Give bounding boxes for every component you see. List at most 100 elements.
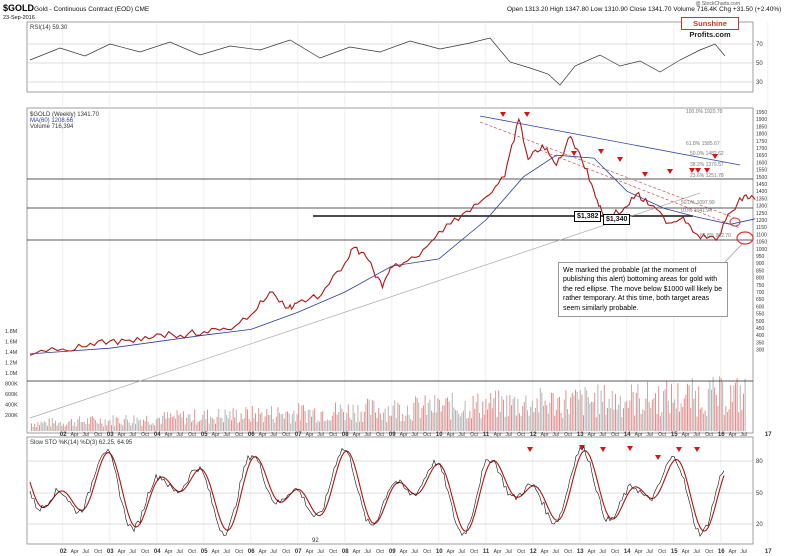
volume-bar <box>138 420 140 431</box>
x-tick-month: Apr <box>682 432 690 438</box>
x-tick-month: Oct <box>517 432 525 438</box>
price-tick: 1600 <box>756 160 767 166</box>
x-tick-month: Jul <box>364 549 370 555</box>
volume-bar <box>66 424 68 431</box>
volume-bar <box>186 417 188 431</box>
volume-bar <box>343 411 344 431</box>
volume-bar <box>434 395 436 431</box>
volume-bar <box>661 412 663 431</box>
x-tick-year: 02 <box>60 549 67 555</box>
gold-price-line <box>29 117 756 356</box>
volume-bar <box>357 405 359 431</box>
volume-bar <box>483 414 485 431</box>
volume-bar <box>391 415 392 431</box>
volume-bar <box>471 418 472 431</box>
volume-bar <box>115 417 117 431</box>
volume-bar <box>552 393 554 431</box>
volume-bar <box>443 405 445 431</box>
volume-bar <box>167 412 168 431</box>
volume-bar <box>698 386 700 431</box>
volume-bar <box>415 396 416 431</box>
volume-bar <box>399 404 400 431</box>
volume-bar <box>495 390 496 431</box>
volume-bar <box>211 417 213 431</box>
price-tick: 1800 <box>756 132 767 138</box>
volume-bar <box>199 421 200 431</box>
volume-bar <box>83 421 85 431</box>
volume-bar <box>237 422 239 431</box>
volume-bar <box>491 408 493 431</box>
x-tick-month: Jul <box>129 549 135 555</box>
x-tick-month: Jul <box>505 432 511 438</box>
stoch-arrow <box>600 447 606 452</box>
volume-bar <box>733 385 735 431</box>
volume-bar <box>450 419 452 431</box>
volume-bar <box>659 416 661 431</box>
volume-bar <box>437 398 439 431</box>
volume-bar <box>203 410 205 431</box>
volume-bar <box>226 414 228 431</box>
volume-bar <box>501 396 503 431</box>
volume-bar <box>541 392 543 431</box>
volume-bar <box>42 422 44 431</box>
volume-bar <box>309 409 311 431</box>
volume-bar <box>263 422 264 431</box>
volume-bar <box>455 410 456 431</box>
volume-bar <box>674 399 676 431</box>
volume-bar <box>639 398 640 431</box>
volume-bar <box>594 392 596 431</box>
price-tick: 700 <box>756 290 765 296</box>
volume-bar <box>392 405 394 431</box>
volume-bar <box>338 412 340 431</box>
volume-bar <box>37 422 39 431</box>
x-tick-year: 10 <box>436 549 443 555</box>
volume-bar <box>610 408 612 431</box>
volume-bar <box>122 425 124 431</box>
price-tick: 800 <box>756 276 765 282</box>
volume-bar <box>704 410 706 431</box>
sunshine-profits-logo: Sunshine Profits.com <box>681 17 739 39</box>
volume-bar <box>672 402 674 431</box>
volume-bar <box>583 415 584 431</box>
volume-bar <box>589 403 591 431</box>
volume-bar <box>664 389 666 431</box>
volume-bar <box>530 406 532 431</box>
volume-bar <box>680 403 682 431</box>
fib-38: 38.2% 1379.57 <box>690 162 724 168</box>
volume-bar <box>603 384 605 431</box>
volume-bar <box>50 426 52 431</box>
volume-bar <box>90 416 92 431</box>
x-tick-year: 04 <box>154 549 161 555</box>
x-tick-month: Apr <box>306 549 314 555</box>
x-tick-year: 06 <box>248 549 255 555</box>
volume-bar <box>525 395 527 431</box>
volume-bar <box>130 425 132 431</box>
volume-bar <box>133 415 135 431</box>
analysis-note: We marked the probable (at the moment of… <box>558 262 728 318</box>
volume-bar <box>165 418 167 431</box>
volume-bar <box>714 387 716 431</box>
x-tick-month: Oct <box>423 549 431 555</box>
volume-bar <box>627 407 629 431</box>
volume-bar <box>520 415 522 431</box>
volume-bar <box>271 406 272 431</box>
price-tick: 350 <box>756 340 765 346</box>
rsi-line <box>29 37 726 86</box>
volume-bar <box>725 406 727 431</box>
volume-bar <box>381 419 383 431</box>
x-tick-month: Jul <box>223 549 229 555</box>
volume-bar <box>266 409 268 431</box>
price-tick: 750 <box>756 283 765 289</box>
price-tick: 1300 <box>756 204 767 210</box>
price-tick: 1450 <box>756 182 767 188</box>
volume-bar <box>683 398 685 431</box>
x-tick-year: 17 <box>765 549 772 555</box>
x-tick-month: Oct <box>423 432 431 438</box>
volume-bar <box>371 399 373 431</box>
x-tick-month: Jul <box>270 432 276 438</box>
volume-bar <box>397 402 399 431</box>
volume-bar <box>256 421 258 431</box>
volume-bar <box>285 411 287 431</box>
volume-bar <box>275 416 277 431</box>
